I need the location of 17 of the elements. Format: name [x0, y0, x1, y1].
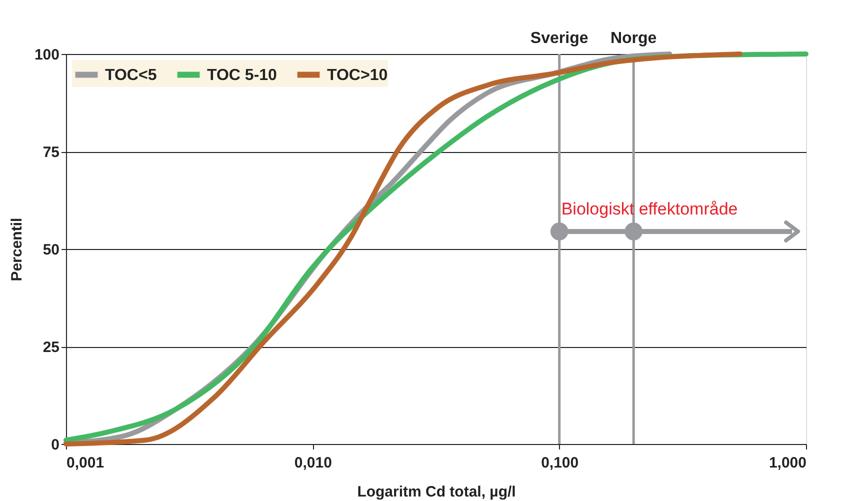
y-tick-label: 25: [42, 339, 60, 356]
y-tick-label: 0: [51, 436, 60, 454]
y-tick-label: 50: [42, 242, 60, 258]
legend-label: TOC<5: [105, 66, 157, 84]
ref-line-label: Sverige: [530, 30, 588, 47]
annotation: Biologiskt effektområde: [561, 199, 738, 218]
x-tick-label: 0,001: [66, 454, 104, 472]
x-axis-title: Logaritm Cd total, µg/l: [357, 484, 516, 500]
ref-line-label: Norge: [610, 30, 657, 47]
legend-label: TOC 5-10: [207, 66, 278, 84]
y-tick-label: 100: [34, 46, 60, 64]
y-tick-label: 75: [42, 144, 60, 161]
y-axis-title: Percentil: [8, 218, 26, 282]
x-tick-label: 0,100: [541, 454, 579, 472]
x-tick-label: 0,010: [294, 454, 332, 472]
legend-label: TOC>10: [327, 66, 388, 84]
x-tick-label: 1,000: [768, 454, 806, 472]
